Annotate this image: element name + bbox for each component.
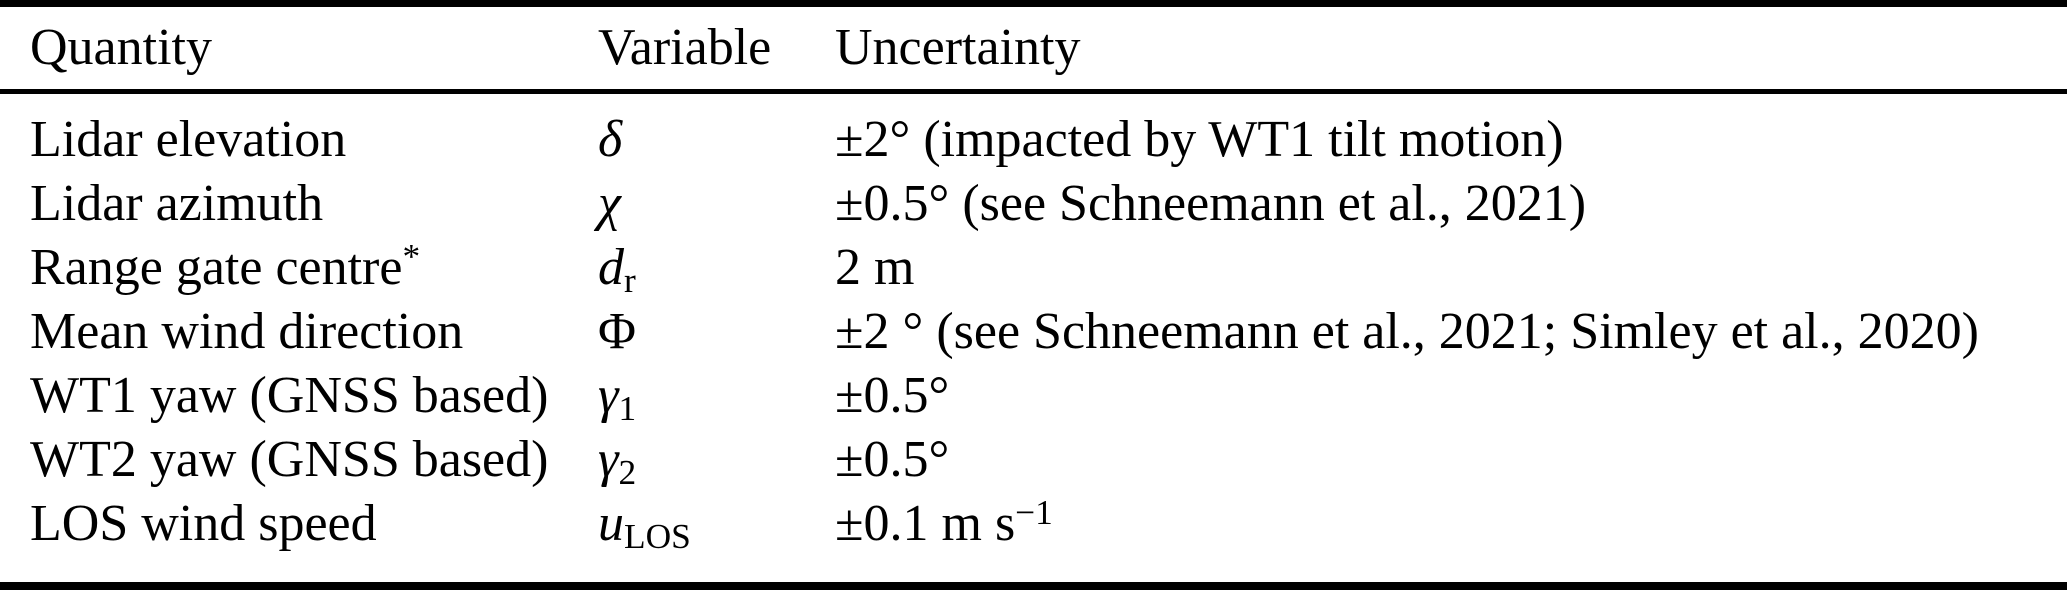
uncertainty-text: 2 m [835, 239, 915, 296]
table-row-wt2-yaw: WT2 yaw (GNSS based) γ2 ±0.5° [0, 428, 2067, 492]
cell-uncertainty: ±0.5° [835, 364, 2067, 428]
quantity-text: Range gate centre [30, 239, 403, 296]
variable-symbol-d: d [598, 239, 624, 296]
variable-symbol-delta: δ [598, 111, 623, 168]
quantity-text: WT2 yaw (GNSS based) [30, 431, 549, 488]
cell-uncertainty: ±0.1 m s−1 [835, 492, 2067, 590]
table-row-wt1-yaw: WT1 yaw (GNSS based) γ1 ±0.5° [0, 364, 2067, 428]
cell-variable: γ2 [598, 428, 835, 492]
uncertainty-text: ±0.5° [835, 431, 950, 488]
cell-variable: Φ [598, 300, 835, 364]
quantity-text: Mean wind direction [30, 303, 464, 360]
cell-variable: γ1 [598, 364, 835, 428]
cell-quantity: Mean wind direction [0, 300, 598, 364]
cell-uncertainty: ±2° (impacted by WT1 tilt motion) [835, 92, 2067, 173]
cell-variable: uLOS [598, 492, 835, 590]
quantity-text: Lidar elevation [30, 111, 347, 168]
variable-symbol-gamma1: γ [598, 367, 619, 424]
cell-uncertainty: ±0.5° [835, 428, 2067, 492]
variable-subscript-los: LOS [624, 515, 691, 556]
column-header-quantity: Quantity [0, 0, 598, 94]
table-body: Lidar elevation δ ±2° (impacted by WT1 t… [0, 92, 2067, 590]
table-row-lidar-elevation: Lidar elevation δ ±2° (impacted by WT1 t… [0, 92, 2067, 173]
cell-variable: δ [598, 92, 835, 173]
cell-quantity: WT1 yaw (GNSS based) [0, 364, 598, 428]
cell-quantity: Range gate centre* [0, 236, 598, 300]
variable-symbol-u: u [598, 495, 624, 552]
column-header-uncertainty: Uncertainty [835, 0, 2067, 94]
cell-quantity: Lidar azimuth [0, 172, 598, 236]
variable-symbol-phi: Φ [598, 303, 637, 360]
table-row-lidar-azimuth: Lidar azimuth χ ±0.5° (see Schneemann et… [0, 172, 2067, 236]
uncertainty-exponent: −1 [1015, 492, 1053, 533]
cell-variable: χ [598, 172, 835, 236]
variable-subscript-2: 2 [618, 451, 637, 492]
uncertainty-text: ±2 ° (see Schneemann et al., 2021; Simle… [835, 303, 1979, 360]
table-header: Quantity Variable Uncertainty [0, 0, 2067, 94]
cell-quantity: WT2 yaw (GNSS based) [0, 428, 598, 492]
table-row-range-gate-centre: Range gate centre* dr 2 m [0, 236, 2067, 300]
header-row: Quantity Variable Uncertainty [0, 0, 2067, 94]
quantity-text: Lidar azimuth [30, 175, 324, 232]
variable-symbol-chi: χ [598, 175, 621, 232]
quantity-text: LOS wind speed [30, 495, 377, 552]
cell-uncertainty: ±0.5° (see Schneemann et al., 2021) [835, 172, 2067, 236]
uncertainty-text: ±2° (impacted by WT1 tilt motion) [835, 111, 1564, 168]
cell-uncertainty: ±2 ° (see Schneemann et al., 2021; Simle… [835, 300, 2067, 364]
cell-quantity: Lidar elevation [0, 92, 598, 173]
table-row-mean-wind-direction: Mean wind direction Φ ±2 ° (see Schneema… [0, 300, 2067, 364]
variable-symbol-gamma2: γ [598, 431, 619, 488]
variable-subscript-1: 1 [618, 387, 637, 428]
cell-quantity: LOS wind speed [0, 492, 598, 590]
uncertainty-text: ±0.1 m s [835, 495, 1016, 552]
uncertainty-text: ±0.5° (see Schneemann et al., 2021) [835, 175, 1587, 232]
column-header-variable: Variable [598, 0, 835, 94]
cell-uncertainty: 2 m [835, 236, 2067, 300]
variable-subscript-r: r [624, 259, 636, 300]
table-row-los-wind-speed: LOS wind speed uLOS ±0.1 m s−1 [0, 492, 2067, 590]
footnote-asterisk: * [402, 236, 421, 277]
cell-variable: dr [598, 236, 835, 300]
quantity-text: WT1 yaw (GNSS based) [30, 367, 549, 424]
uncertainty-text: ±0.5° [835, 367, 950, 424]
